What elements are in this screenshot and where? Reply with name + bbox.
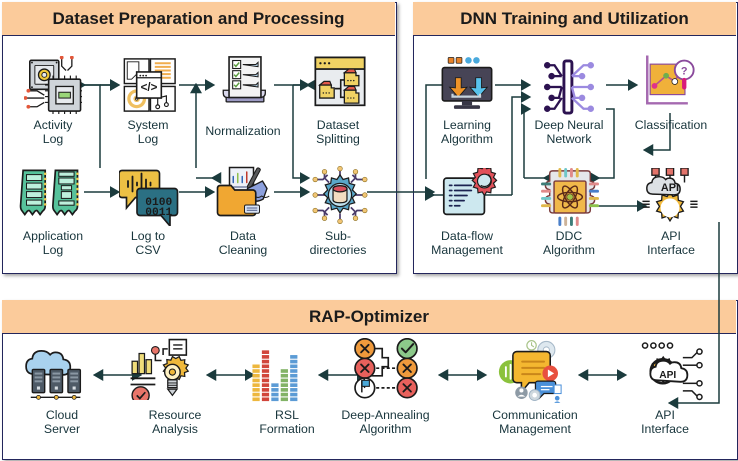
svg-text:0011: 0011 <box>145 207 172 219</box>
svg-text:</>: </> <box>141 81 158 94</box>
svg-text:API: API <box>659 370 676 381</box>
svg-text:?: ? <box>681 65 688 77</box>
svg-text:API: API <box>661 182 679 194</box>
